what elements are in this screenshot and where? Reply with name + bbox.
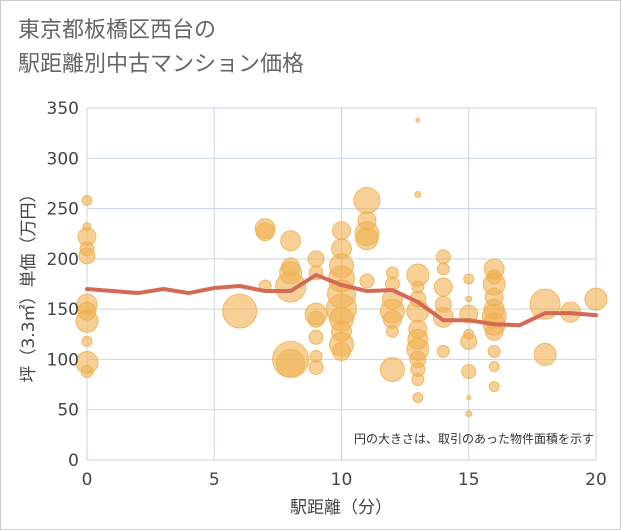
data-bubble xyxy=(487,344,501,358)
data-bubble xyxy=(280,230,302,252)
data-bubble xyxy=(533,342,557,366)
data-bubble xyxy=(379,356,405,382)
data-bubble xyxy=(255,222,275,242)
data-bubble xyxy=(81,195,93,207)
chart-title: 東京都板橋区西台の 駅距離別中古マンション価格 xyxy=(18,14,304,82)
data-bubble xyxy=(461,363,477,379)
data-bubble xyxy=(307,310,325,328)
y-tick-label: 100 xyxy=(47,350,79,370)
data-bubble xyxy=(308,359,324,375)
data-bubble xyxy=(307,250,325,268)
data-bubble xyxy=(359,273,375,289)
data-bubble xyxy=(435,249,451,265)
y-tick-label: 300 xyxy=(47,149,79,169)
y-axis-label: 坪（3.3㎡）単価（万円） xyxy=(19,185,39,382)
data-bubble xyxy=(275,271,307,303)
data-bubble xyxy=(584,287,608,311)
data-bubble xyxy=(308,329,324,345)
data-bubble xyxy=(436,344,450,358)
y-tick-label: 150 xyxy=(47,300,79,320)
data-bubble xyxy=(385,324,399,338)
data-bubble xyxy=(488,381,500,393)
data-bubble xyxy=(415,117,421,123)
data-bubble xyxy=(436,262,450,276)
data-bubble xyxy=(353,187,381,215)
axis-ticks: 0 50 100 150 200 250 300 350 0 5 10 15 20 xyxy=(47,99,607,490)
data-bubble xyxy=(75,309,99,333)
data-bubble xyxy=(412,392,424,404)
data-bubble xyxy=(465,295,473,303)
data-bubble xyxy=(411,373,425,387)
x-axis-label: 駅距離（分） xyxy=(290,498,392,518)
data-bubble xyxy=(332,341,351,361)
x-tick-label: 5 xyxy=(209,470,220,490)
x-tick-label: 20 xyxy=(585,470,607,490)
data-bubble xyxy=(414,190,422,198)
y-tick-label: 50 xyxy=(57,401,79,421)
data-bubble xyxy=(276,348,306,378)
y-tick-label: 0 xyxy=(68,451,79,471)
y-tick-label: 250 xyxy=(47,200,79,220)
data-bubble xyxy=(332,221,351,241)
data-bubble xyxy=(355,227,379,251)
title-line-2: 駅距離別中古マンション価格 xyxy=(18,52,305,77)
title-line-1: 東京都板橋区西台の xyxy=(18,18,217,43)
data-bubble xyxy=(488,360,500,372)
series-line xyxy=(85,272,598,328)
grid xyxy=(86,107,597,461)
average-line xyxy=(85,272,598,328)
data-bubble xyxy=(222,293,258,329)
data-bubble xyxy=(78,247,96,265)
x-tick-label: 15 xyxy=(458,470,480,490)
data-bubble xyxy=(465,410,473,418)
data-bubble xyxy=(81,335,93,347)
data-bubble xyxy=(80,364,94,378)
x-tick-label: 0 xyxy=(82,470,93,490)
data-bubble xyxy=(433,277,453,297)
y-tick-label: 350 xyxy=(47,99,79,119)
size-annotation: 円の大きさは、取引のあった物件面積を示す xyxy=(354,431,594,446)
data-bubble xyxy=(466,395,472,401)
data-bubble xyxy=(463,273,475,285)
data-bubble xyxy=(460,332,478,350)
y-tick-label: 200 xyxy=(47,250,79,270)
x-tick-label: 10 xyxy=(331,470,353,490)
